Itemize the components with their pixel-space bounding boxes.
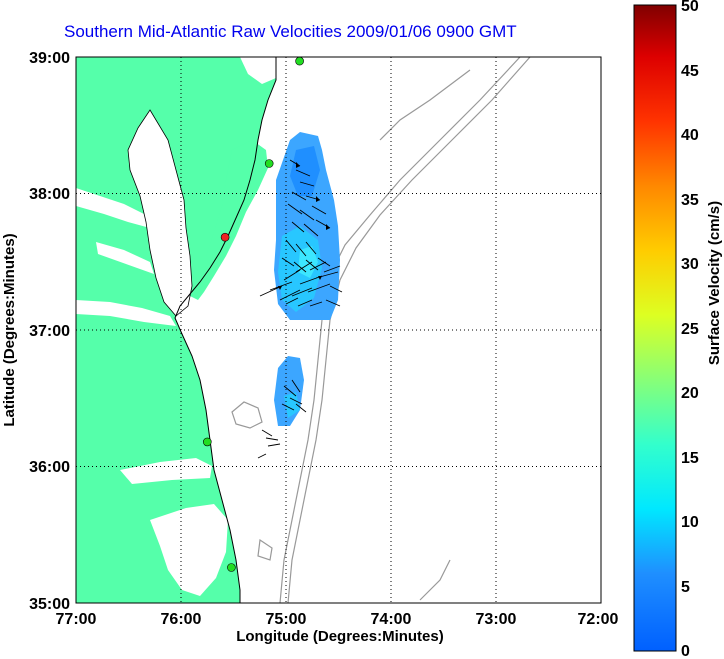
colorbar-label: Surface Velocity (cm/s) [706,201,723,365]
x-tick-label: 73:00 [476,611,517,628]
x-tick-label: 72:00 [578,611,619,628]
x-tick-label: 74:00 [371,611,412,628]
y-tick-label: 36:00 [29,459,70,476]
velocity-field-south [274,356,304,426]
james-river [76,300,176,326]
x-tick-label: 75:00 [266,611,307,628]
colorbar [633,4,677,652]
colorbar-tick-label: 45 [681,63,699,80]
plot-frame [75,56,602,604]
colorbar-tick-label: 50 [681,0,699,15]
y-tick-label: 39:00 [29,50,70,67]
delmarva-peninsula [190,140,268,300]
colorbar-tick-label: 30 [681,256,699,273]
x-axis-ticks: 77:00 76:00 75:00 74:00 73:00 72:00 [56,611,619,628]
radar-stations [203,56,304,572]
colorbar-tick-label: 35 [681,192,699,209]
y-axis-ticks: 39:00 38:00 37:00 36:00 35:00 [29,50,70,613]
pamlico-sound [150,504,228,596]
rappahannock-river [96,242,154,274]
colorbar-tick-label: 20 [681,385,699,402]
colorbar-tick-label: 10 [681,514,699,531]
plot-title: Southern Mid-Atlantic Raw Velocities 200… [64,22,517,41]
y-tick-label: 35:00 [29,596,70,613]
y-tick-label: 38:00 [29,186,70,203]
radar-station-marker [227,563,236,572]
current-vectors [257,159,343,459]
colorbar-ticks: 50 45 40 35 30 25 20 15 10 5 0 [681,0,699,659]
colorbar-tick-label: 15 [681,450,699,467]
x-tick-label: 77:00 [56,611,97,628]
radar-station-marker [264,159,274,168]
y-axis-label: Latitude (Degrees:Minutes) [1,233,18,426]
colorbar-tick-label: 40 [681,127,699,144]
radar-station-marker [295,56,304,66]
potomac-river [76,188,150,228]
colorbar-tick-label: 0 [681,643,690,659]
grid-lines [76,57,601,603]
bay-shoreline [127,109,193,317]
colorbar-tick-label: 5 [681,579,690,596]
albemarle-sound [120,458,212,484]
radar-station-marker [203,437,212,447]
colorbar-tick-label: 25 [681,321,699,338]
x-tick-label: 76:00 [161,611,202,628]
x-axis-label: Longitude (Degrees:Minutes) [236,628,444,645]
delaware-bay [240,57,276,84]
chesapeake-bay [128,110,192,316]
y-tick-label: 37:00 [29,323,70,340]
radar-station-marker [220,232,230,242]
